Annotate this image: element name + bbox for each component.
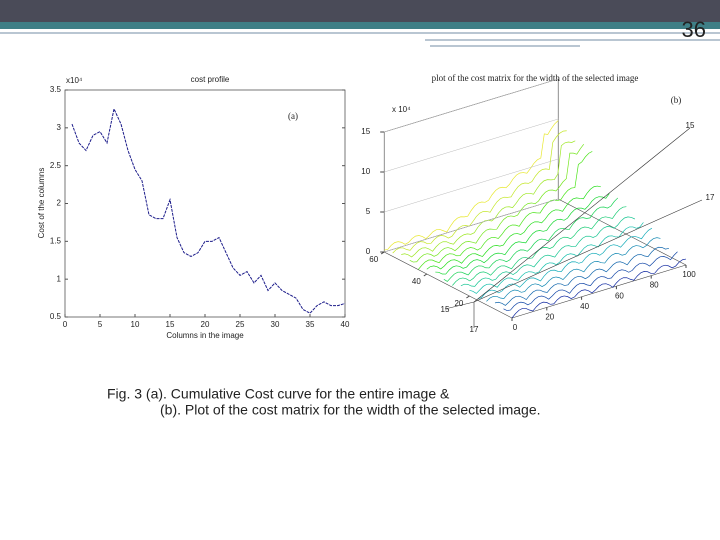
arrow-label: 17 [706,193,715,202]
surface-mesh [460,216,636,287]
plot-frame [64,89,346,318]
z-tick-label: 0 [366,247,371,256]
arrow-line [444,301,475,310]
x-tick-label: 35 [306,320,315,329]
grid-line [384,158,559,213]
surface-mesh [486,237,661,302]
grid-line [384,118,559,173]
y-tick-label: 2.5 [50,161,62,170]
surface-mesh [426,185,601,270]
z-tick-label: 10 [361,167,370,176]
x-tick-label: 30 [271,320,280,329]
x-tick-label: 0 [63,320,68,329]
arrow-label: 15 [686,121,695,130]
accent-bar [0,22,720,29]
frame-line [511,264,687,319]
y-tick-label: 20 [454,299,463,308]
frame-line [384,251,513,319]
x-tick-label: 25 [236,320,245,329]
z-scale-label: x 10⁴ [392,105,411,114]
arrow-line [473,199,703,303]
y-tick-label: 2 [57,199,62,208]
y-tick-label: 60 [369,255,378,264]
x-tick-label: 10 [131,320,140,329]
y-tick-label: 0.5 [50,312,62,321]
surface-mesh [392,130,567,254]
y-tick-label: 3 [57,123,62,132]
z-tick-label: 15 [361,127,370,136]
caption: Fig. 3 (a). Cumulative Cost curve for th… [107,386,450,402]
x-tick-label: 100 [682,270,696,279]
surface-mesh [511,258,687,319]
y-scale-label: x10⁴ [66,76,83,85]
y-tick-label: 1 [57,274,62,283]
annotation: (b) [671,95,682,105]
x-tick-label: 0 [513,323,518,332]
grid-line [384,198,559,253]
surface-mesh [418,151,593,270]
y-tick-label: 40 [412,277,421,286]
z-tick-label: 5 [366,207,371,216]
surface-mesh [435,193,610,275]
x-tick-label: 60 [615,291,624,300]
grid-line [384,78,559,133]
slide-number: 36 [682,17,706,42]
surface-mesh [443,197,619,282]
chart-title: plot of the cost matrix for the width of… [432,73,639,83]
surface-mesh [409,143,585,263]
arrow-label: 15 [441,305,450,314]
surface-mesh [384,120,559,251]
top-bar [0,0,720,22]
annotation: (a) [288,111,298,121]
surface-mesh [477,227,653,299]
x-tick-label: 40 [341,320,350,329]
surface-mesh [503,251,678,311]
x-tick-label: 40 [580,302,589,311]
y-tick-label: 1.5 [50,236,62,245]
x-axis-label: Columns in the image [166,331,244,340]
y-tick-label: 3.5 [50,85,62,94]
chart-title: cost profile [191,75,230,84]
arrow-line [473,127,691,303]
frame-line [558,198,687,266]
surface-mesh [452,206,627,286]
surface-mesh [494,246,670,306]
tick-mark [423,273,428,277]
y-axis-label: Cost of the columns [37,168,46,239]
x-tick-label: 15 [166,320,175,329]
arrow-label: 17 [470,325,479,334]
surface-mesh [469,222,644,294]
x-tick-label: 20 [545,313,554,322]
data-line [71,107,346,314]
tick-mark [466,295,470,299]
x-tick-label: 80 [650,281,659,290]
x-tick-label: 20 [201,320,210,329]
tick-mark [380,251,385,255]
x-tick-label: 5 [98,320,103,329]
caption: (b). Plot of the cost matrix for the wid… [160,402,541,418]
